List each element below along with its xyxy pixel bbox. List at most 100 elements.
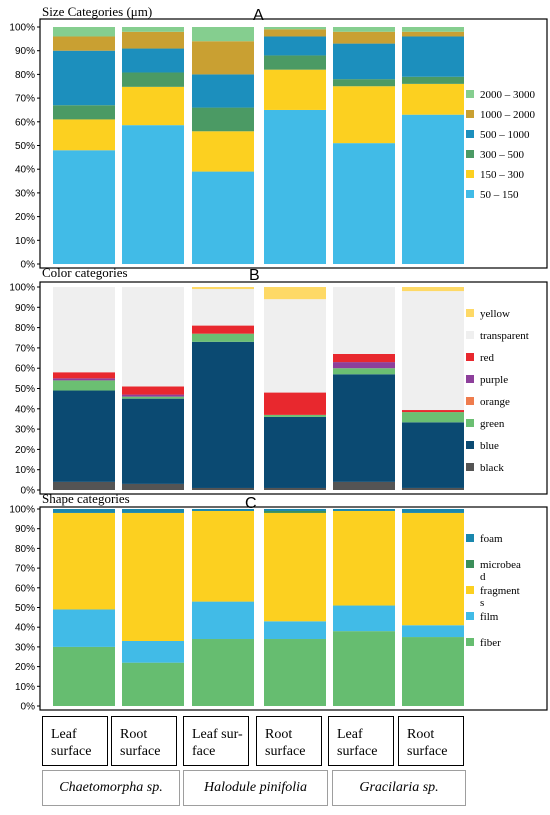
legend-label-fiber: fiber [480, 637, 501, 649]
bar-segment-red [192, 325, 254, 334]
legend-swatch-fiber [466, 638, 474, 646]
bar-segment-50-150 [333, 143, 395, 264]
legend-label-orange: orange [480, 396, 510, 408]
bar-segment-500-1000 [402, 36, 464, 77]
bar-segment-2000-3000 [122, 27, 184, 32]
legend-label-black: black [480, 462, 504, 474]
bar-segment-yellow [264, 287, 326, 300]
legend-swatch-foam [466, 534, 474, 542]
bar-segment-fiber [402, 637, 464, 706]
bar-segment-film [333, 605, 395, 632]
legend-label-fragments: fragment s [480, 585, 520, 609]
y-tick-label: 20% [15, 212, 35, 223]
y-tick-label: 50% [15, 384, 35, 395]
chart-svg-shape-categories: Shape categories C 0% 10% 20% 30% 40% 50% 60% 70%… [9, 491, 548, 713]
bar-segment-transparent [402, 291, 464, 411]
legend-swatch-500-1000 [466, 130, 474, 138]
y-tick-label: 80% [15, 544, 35, 555]
bar-segment-50-150 [53, 150, 115, 264]
legend-label-50-150: 50 – 150 [480, 189, 519, 201]
bar-segment-foam [333, 509, 395, 511]
bar-segment-2000-3000 [53, 27, 115, 37]
legend-swatch-1000-2000 [466, 110, 474, 118]
legend-label-red: red [480, 352, 495, 364]
bar-segment-blue [264, 416, 326, 488]
legend-swatch-50-150 [466, 190, 474, 198]
bar-segment-red [333, 353, 395, 363]
bar-segment-purple [122, 394, 184, 397]
y-tick-label: 90% [15, 46, 35, 57]
y-tick-label: 60% [15, 364, 35, 375]
legend-swatch-300-500 [466, 150, 474, 158]
bar-segment-150-300 [333, 86, 395, 144]
bar-segment-fiber [192, 639, 254, 706]
chart-title: Color categories [42, 265, 128, 280]
legend-swatch-film [466, 612, 474, 620]
bar-segment-1000-2000 [402, 31, 464, 37]
size-categories-panel: Size Categories (μm) A 0% 10% 20% 30% 40% 50% 60… [0, 0, 550, 271]
y-tick-label: 10% [15, 465, 35, 476]
category-label-box: Leaf surface [328, 716, 394, 766]
y-tick-label: 80% [15, 70, 35, 81]
bar-segment-2000-3000 [264, 27, 326, 30]
bar-segment-500-1000 [264, 36, 326, 56]
y-tick-label: 70% [15, 564, 35, 575]
bar-segment-1000-2000 [122, 31, 184, 49]
chart-frame [39, 18, 548, 269]
category-label-box: Root surface [111, 716, 177, 766]
bar-segment-green [122, 396, 184, 399]
legend-swatch-green [466, 419, 474, 427]
bar-segment-green [264, 414, 326, 417]
bar-segment-film [264, 621, 326, 640]
bar-segment-fiber [53, 646, 115, 706]
legend-swatch-microbead [466, 560, 474, 568]
legend-label-purple: purple [480, 374, 508, 386]
bar-segment-fragments [122, 512, 184, 641]
bar-segment-red [53, 372, 115, 379]
bar-segment-300-500 [122, 72, 184, 87]
bar-segment-foam [192, 509, 254, 511]
bar-segment-300-500 [192, 107, 254, 132]
bar-segment-blue [333, 374, 395, 482]
y-tick-label: 50% [15, 141, 35, 152]
bar-segment-red [264, 392, 326, 415]
bar-segment-50-150 [122, 125, 184, 264]
bar-segment-fragments [53, 512, 115, 610]
category-label-line: Leaf [51, 727, 77, 742]
legend-label-500-1000: 500 – 1000 [480, 129, 530, 141]
bar-segment-fragments [402, 512, 464, 626]
bar-segment-150-300 [402, 83, 464, 115]
y-tick-label: 10% [15, 682, 35, 693]
bar-segment-black [264, 487, 326, 490]
panel-letter: B [249, 267, 260, 284]
bar-segment-fiber [333, 631, 395, 706]
bar-segment-500-1000 [192, 74, 254, 108]
y-tick-label: 30% [15, 642, 35, 653]
bar-segment-black [333, 481, 395, 490]
bar-segment-black [192, 487, 254, 490]
legend-label-300-500: 300 – 500 [480, 149, 525, 161]
legend-swatch-2000-3000 [466, 90, 474, 98]
bar-segment-150-300 [264, 69, 326, 110]
bar-segment-black [402, 487, 464, 490]
y-tick-label: 10% [15, 236, 35, 247]
bar-segment-blue [53, 390, 115, 482]
bar-segment-transparent [53, 287, 115, 373]
category-label-box: Root surface [256, 716, 322, 766]
legend-label-2000-3000: 2000 – 3000 [480, 89, 536, 101]
bar-segment-2000-3000 [402, 27, 464, 32]
y-tick-label: 60% [15, 117, 35, 128]
category-label-line: Leaf [337, 727, 363, 742]
bar-segment-300-500 [264, 55, 326, 70]
bar-segment-purple [333, 362, 395, 369]
legend-swatch-black [466, 463, 474, 471]
bar-segment-blue [122, 398, 184, 484]
bar-segment-foam [122, 509, 184, 513]
bar-segment-1000-2000 [53, 36, 115, 51]
category-label-line: Root [265, 727, 293, 742]
category-label-line: face [192, 744, 216, 759]
bar-segment-150-300 [53, 119, 115, 151]
bar-segment-fragments [333, 510, 395, 606]
legend-label-1000-2000: 1000 – 2000 [480, 109, 536, 121]
bar-segment-transparent [192, 289, 254, 326]
